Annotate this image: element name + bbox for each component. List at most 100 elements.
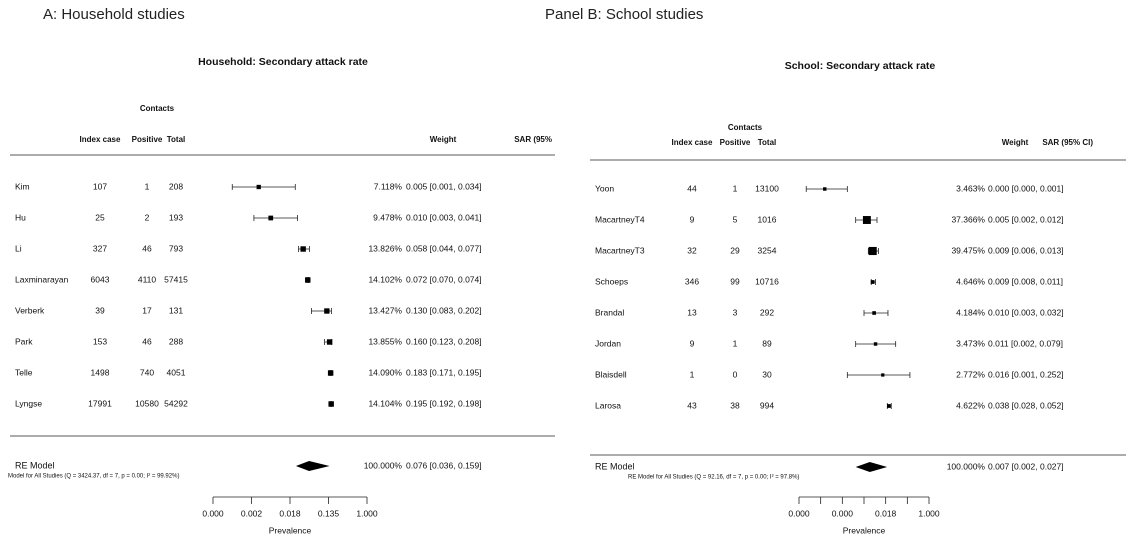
sar: 0.130 [0.083, 0.202] — [406, 305, 482, 315]
summary-note: RE Model for All Studies (Q = 92.16, df … — [628, 475, 799, 481]
weight: 100.000% — [947, 461, 986, 471]
column-header: Index case — [80, 135, 121, 144]
cell: 4051 — [167, 367, 186, 377]
point-estimate — [327, 370, 334, 376]
sar: 0.011 [0.002, 0.079] — [988, 338, 1063, 348]
weight: 3.473% — [956, 338, 985, 348]
point-estimate — [326, 339, 333, 345]
cell: 17991 — [88, 398, 112, 408]
weight: 14.102% — [368, 274, 402, 284]
column-header: Total — [758, 138, 777, 147]
cell: 6043 — [91, 274, 110, 284]
x-tick-label: 1.000 — [356, 508, 378, 518]
study-name: MacartneyT3 — [595, 245, 645, 255]
cell: 107 — [93, 181, 107, 191]
point-estimate — [305, 277, 311, 283]
cell: 38 — [730, 400, 740, 410]
x-axis-label: Prevalence — [269, 525, 312, 535]
column-header: SAR (95% — [514, 135, 552, 144]
column-header: Positive — [720, 138, 751, 147]
cell: 994 — [760, 400, 774, 410]
plot-title: Household: Secondary attack rate — [198, 56, 368, 68]
summary-label: RE Model — [15, 460, 55, 470]
study-name: Verberk — [15, 305, 45, 315]
cell: 1 — [145, 181, 150, 191]
study-name: Li — [15, 243, 22, 253]
group-header: Contacts — [140, 104, 175, 113]
weight: 4.184% — [956, 307, 985, 317]
study-name: Blaisdell — [595, 369, 627, 379]
cell: 1498 — [91, 367, 110, 377]
cell: 131 — [169, 305, 183, 315]
weight: 39.475% — [951, 245, 985, 255]
cell: 3 — [733, 307, 738, 317]
weight: 9.478% — [373, 212, 402, 222]
column-header: Weight — [1002, 138, 1029, 147]
weight: 4.646% — [956, 276, 985, 286]
panel-title: A: Household studies — [43, 6, 185, 23]
summary-label: RE Model — [595, 461, 635, 471]
x-tick-label: 0.000 — [788, 508, 810, 518]
cell: 292 — [760, 307, 774, 317]
weight: 4.622% — [956, 400, 985, 410]
x-tick-label: 0.000 — [202, 508, 224, 518]
cell: 153 — [93, 336, 107, 346]
study-name: Schoeps — [595, 276, 628, 286]
cell: 13100 — [755, 183, 779, 193]
cell: 793 — [169, 243, 183, 253]
cell: 57415 — [164, 274, 188, 284]
cell: 288 — [169, 336, 183, 346]
sar: 0.009 [0.006, 0.013] — [988, 245, 1064, 255]
point-estimate — [862, 216, 871, 224]
sar: 0.195 [0.192, 0.198] — [406, 398, 482, 408]
cell: 208 — [169, 181, 183, 191]
cell: 4110 — [138, 274, 157, 284]
cell: 1016 — [758, 214, 777, 224]
study-name: Larosa — [595, 400, 621, 410]
cell: 2 — [145, 212, 150, 222]
sar: 0.010 [0.003, 0.041] — [406, 212, 482, 222]
cell: 46 — [142, 336, 152, 346]
cell: 44 — [687, 183, 697, 193]
study-name: Brandal — [595, 307, 624, 317]
study-name: Lyngse — [15, 398, 42, 408]
sar: 0.016 [0.001, 0.252] — [988, 369, 1064, 379]
study-name: Laxminarayan — [15, 274, 69, 284]
study-name: Yoon — [595, 183, 614, 193]
x-axis-label: Prevalence — [843, 525, 886, 535]
weight: 100.000% — [364, 460, 403, 470]
sar: 0.076 [0.036, 0.159] — [406, 460, 482, 470]
cell: 39 — [95, 305, 105, 315]
cell: 1 — [690, 369, 695, 379]
sar: 0.007 [0.002, 0.027] — [988, 461, 1064, 471]
sar: 0.005 [0.001, 0.034] — [406, 181, 482, 191]
study-name: Park — [15, 336, 33, 346]
point-estimate — [324, 308, 330, 314]
weight: 13.826% — [368, 243, 402, 253]
weight: 3.463% — [956, 183, 985, 193]
x-tick-label: 0.018 — [875, 508, 897, 518]
column-header: Index case — [672, 138, 713, 147]
point-estimate — [328, 401, 334, 407]
summary-diamond — [295, 461, 330, 471]
cell: 43 — [687, 400, 697, 410]
cell: 3254 — [758, 245, 777, 255]
point-estimate — [823, 187, 827, 191]
column-header: Weight — [430, 135, 457, 144]
cell: 1 — [733, 183, 738, 193]
point-estimate — [881, 373, 885, 377]
summary-diamond — [855, 462, 888, 472]
study-name: Kim — [15, 181, 30, 191]
point-estimate — [872, 311, 876, 315]
cell: 740 — [140, 367, 154, 377]
point-estimate — [870, 280, 875, 284]
cell: 10716 — [755, 276, 779, 286]
column-header: Total — [167, 135, 186, 144]
summary-note: Model for All Studies (Q = 3424.37, df =… — [8, 474, 179, 480]
study-name: Telle — [15, 367, 33, 377]
weight: 7.118% — [374, 181, 403, 191]
cell: 13 — [687, 307, 697, 317]
plot-title: School: Secondary attack rate — [785, 60, 936, 72]
cell: 327 — [93, 243, 107, 253]
